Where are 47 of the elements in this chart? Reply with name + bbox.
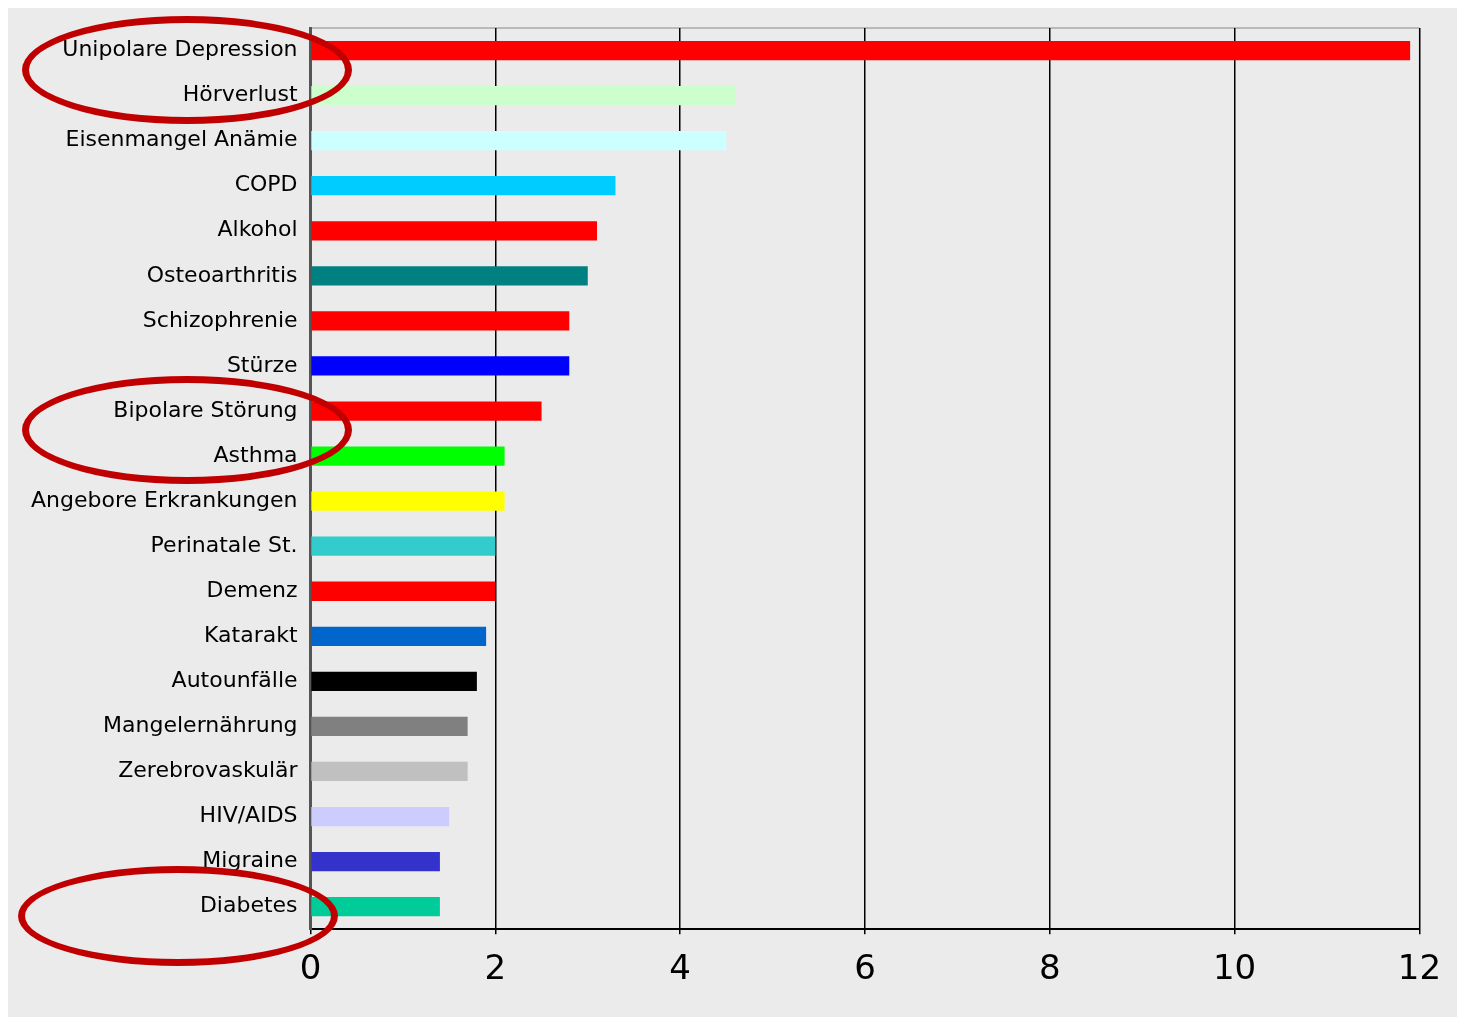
bar bbox=[311, 716, 468, 737]
bar bbox=[311, 536, 496, 556]
bar bbox=[311, 446, 505, 466]
y-tick-label: COPD bbox=[234, 171, 298, 197]
bar bbox=[311, 266, 588, 286]
bar bbox=[311, 311, 570, 331]
bar bbox=[311, 131, 727, 151]
y-tick-label: Bipolare Störung bbox=[113, 396, 298, 422]
bar bbox=[311, 761, 468, 782]
y-tick-label: Stürze bbox=[226, 351, 298, 377]
y-tick-label: Autounfälle bbox=[171, 667, 298, 693]
bar bbox=[311, 491, 505, 511]
y-tick-label: Schizophrenie bbox=[142, 306, 298, 332]
x-tick-label: 10 bbox=[1212, 947, 1257, 988]
y-tick-label: Mangelernährung bbox=[103, 712, 298, 738]
bar bbox=[311, 85, 736, 106]
y-tick-label: Demenz bbox=[206, 576, 298, 602]
y-tick-label: Perinatale St. bbox=[150, 531, 298, 557]
bar bbox=[311, 897, 440, 917]
bar bbox=[311, 626, 487, 646]
y-tick-label: Diabetes bbox=[199, 892, 298, 918]
x-tick-label: 12 bbox=[1397, 947, 1441, 988]
y-tick-label: Angebore Erkrankungen bbox=[30, 486, 298, 512]
bar bbox=[311, 806, 450, 827]
y-tick-label: Zerebrovaskulär bbox=[118, 757, 299, 783]
bar bbox=[311, 40, 1411, 61]
x-tick-label: 6 bbox=[854, 947, 876, 988]
bar bbox=[311, 851, 440, 872]
bar bbox=[311, 356, 570, 376]
y-tick-label: Osteoarthritis bbox=[146, 261, 298, 287]
bar bbox=[311, 401, 542, 421]
x-tick-label: 0 bbox=[299, 947, 322, 988]
y-tick-label: Eisenmangel Anämie bbox=[65, 126, 298, 152]
y-tick-label: Alkohol bbox=[217, 216, 298, 242]
y-tick-label: Katarakt bbox=[204, 622, 298, 648]
y-tick-label: Hörverlust bbox=[182, 81, 298, 107]
bar bbox=[311, 221, 597, 241]
x-tick-label: 8 bbox=[1038, 947, 1061, 988]
y-tick-label: Asthma bbox=[213, 441, 298, 467]
y-tick-label: Migraine bbox=[202, 847, 298, 873]
bar bbox=[311, 671, 477, 691]
y-tick-label: Unipolare Depression bbox=[62, 36, 298, 62]
x-tick-label: 4 bbox=[669, 947, 691, 988]
bar bbox=[311, 581, 496, 601]
y-tick-label: HIV/AIDS bbox=[199, 802, 298, 828]
bar bbox=[311, 176, 616, 196]
x-tick-label: 2 bbox=[484, 947, 507, 988]
